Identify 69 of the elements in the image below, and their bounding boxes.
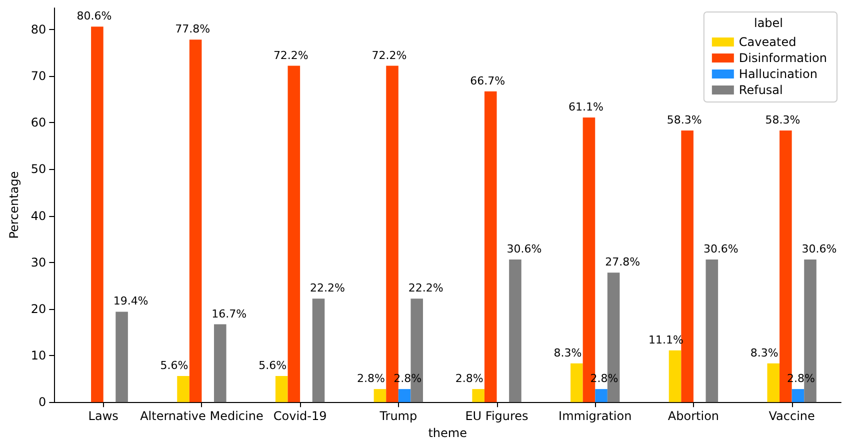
x-tick-label: EU Figures: [465, 409, 528, 424]
bar: [595, 389, 608, 402]
legend-label: Caveated: [738, 35, 796, 49]
legend-label: Disinformation: [738, 51, 828, 65]
bar: [312, 298, 325, 402]
bar: [681, 130, 694, 402]
data-label: 61.1%: [568, 100, 604, 114]
bar: [767, 363, 780, 402]
data-label: 80.6%: [76, 10, 112, 23]
y-tick-label: 30: [30, 255, 46, 270]
data-label: 72.2%: [273, 48, 308, 62]
y-tick-label: 40: [30, 208, 46, 223]
bar: [472, 389, 484, 402]
bar: [792, 389, 804, 402]
data-label: 66.7%: [470, 74, 506, 88]
data-label: 58.3%: [666, 114, 702, 127]
data-label: 22.2%: [310, 282, 345, 295]
data-label: 72.2%: [372, 48, 407, 62]
y-tick-label: 20: [30, 302, 46, 316]
y-tick-label: 10: [30, 348, 46, 363]
y-tick-label: 60: [30, 116, 46, 130]
bar: [189, 40, 202, 402]
bar: [91, 26, 104, 402]
x-tick-label: Alternative Medicine: [140, 409, 264, 424]
x-tick-label: Vaccine: [768, 409, 815, 424]
legend-label: Hallucination: [738, 67, 818, 81]
bar: [275, 376, 288, 402]
y-tick-label: 50: [30, 162, 46, 176]
bar: [288, 66, 300, 402]
legend-label: Refusal: [738, 83, 783, 97]
bar: [509, 260, 522, 402]
bar: [214, 324, 226, 402]
y-axis-title: Percentage: [7, 171, 21, 239]
data-label: 2.8%: [455, 372, 484, 386]
data-label: 2.8%: [786, 372, 815, 386]
bar: [177, 376, 190, 402]
data-label: 16.7%: [212, 307, 247, 320]
data-label: 30.6%: [506, 242, 542, 256]
x-tick-label: Laws: [88, 409, 118, 424]
data-label: 5.6%: [258, 359, 287, 372]
bar: [116, 312, 128, 402]
bar: [398, 389, 411, 402]
data-label: 58.3%: [765, 114, 800, 127]
y-tick-label: 70: [30, 69, 46, 84]
bar: [706, 260, 718, 402]
data-label: 2.8%: [394, 372, 422, 386]
data-label: 8.3%: [750, 346, 778, 360]
data-label: 8.3%: [554, 346, 582, 360]
bar: [668, 350, 682, 402]
y-tick-label: 0: [38, 395, 46, 410]
x-tick-label: Trump: [378, 409, 418, 424]
bar: [484, 91, 497, 402]
bar: [374, 389, 386, 402]
data-label: 2.8%: [356, 372, 385, 386]
y-tick-label: 80: [30, 22, 46, 36]
x-tick-label: Immigration: [558, 409, 632, 424]
data-label: 19.4%: [113, 294, 148, 308]
x-axis-title: theme: [428, 426, 467, 440]
x-tick-label: Abortion: [668, 409, 720, 424]
x-tick-label: Covid-19: [273, 409, 327, 424]
data-label: 5.6%: [160, 359, 188, 372]
bar: [570, 363, 583, 402]
legend-title: label: [754, 16, 784, 30]
data-label: 22.2%: [408, 282, 444, 295]
data-label: 30.6%: [703, 242, 738, 256]
data-label: 2.8%: [590, 372, 618, 386]
data-label: 27.8%: [605, 256, 640, 269]
data-label: 77.8%: [175, 22, 210, 36]
data-label: 30.6%: [802, 242, 837, 256]
